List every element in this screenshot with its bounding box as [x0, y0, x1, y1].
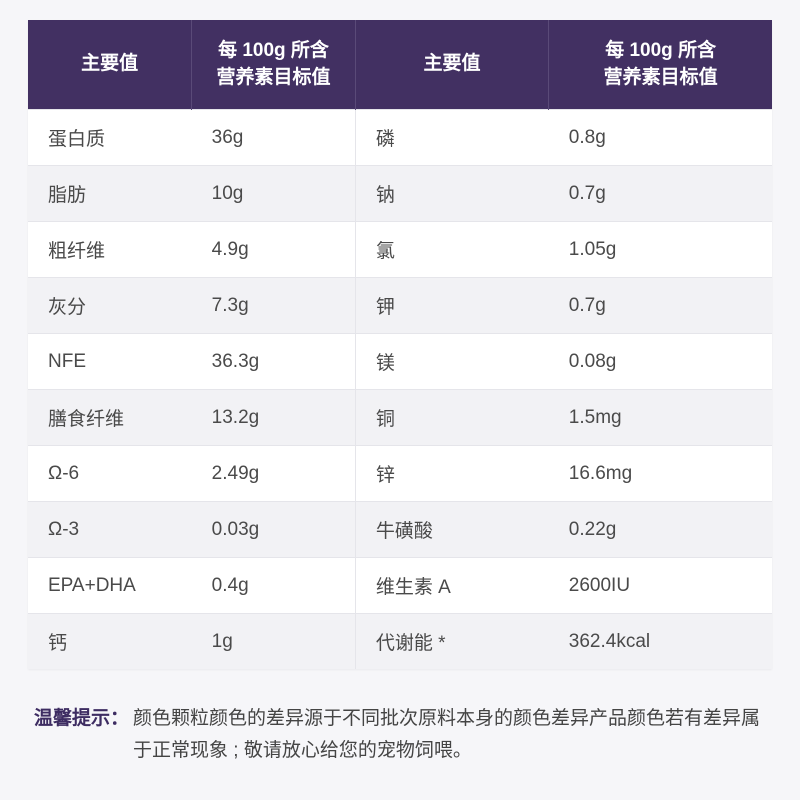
table-row: 粗纤维4.9g氯1.05g: [28, 222, 772, 278]
table-row: EPA+DHA0.4g维生素 A2600IU: [28, 558, 772, 614]
nutrient-name: EPA+DHA: [28, 558, 192, 614]
nutrient-value: 0.8g: [549, 110, 772, 166]
footnote: 温馨提示： 颜色颗粒颜色的差异源于不同批次原料本身的颜色差异产品颜色若有差异属于…: [28, 703, 772, 768]
nutrient-value: 13.2g: [192, 390, 356, 446]
footnote-label: 温馨提示：: [34, 703, 129, 768]
nutrient-name: 蛋白质: [28, 110, 192, 166]
nutrient-name: NFE: [28, 334, 192, 390]
nutrient-value: 4.9g: [192, 222, 356, 278]
table-row: 脂肪10g钠0.7g: [28, 166, 772, 222]
header-col3: 主要值: [355, 20, 548, 110]
nutrient-name: 铜: [355, 390, 548, 446]
nutrient-value: 2.49g: [192, 446, 356, 502]
nutrient-value: 0.7g: [549, 166, 772, 222]
nutrition-table: 主要值 每 100g 所含营养素目标值 主要值 每 100g 所含营养素目标值 …: [28, 20, 772, 669]
nutrient-value: 1.05g: [549, 222, 772, 278]
nutrient-value: 10g: [192, 166, 356, 222]
nutrient-value: 2600IU: [549, 558, 772, 614]
table-row: Ω-30.03g牛磺酸0.22g: [28, 502, 772, 558]
table-row: 灰分7.3g钾0.7g: [28, 278, 772, 334]
footnote-text: 颜色颗粒颜色的差异源于不同批次原料本身的颜色差异产品颜色若有差异属于正常现象 ;…: [133, 703, 766, 768]
nutrient-name: 钾: [355, 278, 548, 334]
nutrient-name: 氯: [355, 222, 548, 278]
nutrient-name: Ω-3: [28, 502, 192, 558]
table-row: 蛋白质36g磷0.8g: [28, 110, 772, 166]
nutrient-name: Ω-6: [28, 446, 192, 502]
nutrient-value: 0.03g: [192, 502, 356, 558]
nutrient-value: 36.3g: [192, 334, 356, 390]
table-body: 蛋白质36g磷0.8g脂肪10g钠0.7g粗纤维4.9g氯1.05g灰分7.3g…: [28, 110, 772, 670]
table-header: 主要值 每 100g 所含营养素目标值 主要值 每 100g 所含营养素目标值: [28, 20, 772, 110]
nutrient-name: 膳食纤维: [28, 390, 192, 446]
header-col2: 每 100g 所含营养素目标值: [192, 20, 356, 110]
nutrient-value: 0.4g: [192, 558, 356, 614]
header-col4: 每 100g 所含营养素目标值: [549, 20, 772, 110]
nutrient-value: 0.7g: [549, 278, 772, 334]
nutrient-name: 维生素 A: [355, 558, 548, 614]
nutrient-value: 1.5mg: [549, 390, 772, 446]
nutrient-name: 灰分: [28, 278, 192, 334]
nutrient-value: 362.4kcal: [549, 614, 772, 670]
nutrient-name: 锌: [355, 446, 548, 502]
header-col1: 主要值: [28, 20, 192, 110]
nutrient-name: 粗纤维: [28, 222, 192, 278]
nutrient-name: 镁: [355, 334, 548, 390]
nutrient-value: 0.22g: [549, 502, 772, 558]
table-row: 膳食纤维13.2g铜1.5mg: [28, 390, 772, 446]
nutrient-value: 7.3g: [192, 278, 356, 334]
nutrient-value: 16.6mg: [549, 446, 772, 502]
nutrient-name: 牛磺酸: [355, 502, 548, 558]
table-row: 钙1g代谢能 *362.4kcal: [28, 614, 772, 670]
table-row: NFE36.3g镁0.08g: [28, 334, 772, 390]
nutrient-name: 磷: [355, 110, 548, 166]
nutrient-name: 钠: [355, 166, 548, 222]
nutrient-name: 钙: [28, 614, 192, 670]
nutrient-value: 36g: [192, 110, 356, 166]
nutrient-value: 1g: [192, 614, 356, 670]
nutrient-name: 代谢能 *: [355, 614, 548, 670]
table-row: Ω-62.49g锌16.6mg: [28, 446, 772, 502]
nutrient-name: 脂肪: [28, 166, 192, 222]
nutrient-value: 0.08g: [549, 334, 772, 390]
